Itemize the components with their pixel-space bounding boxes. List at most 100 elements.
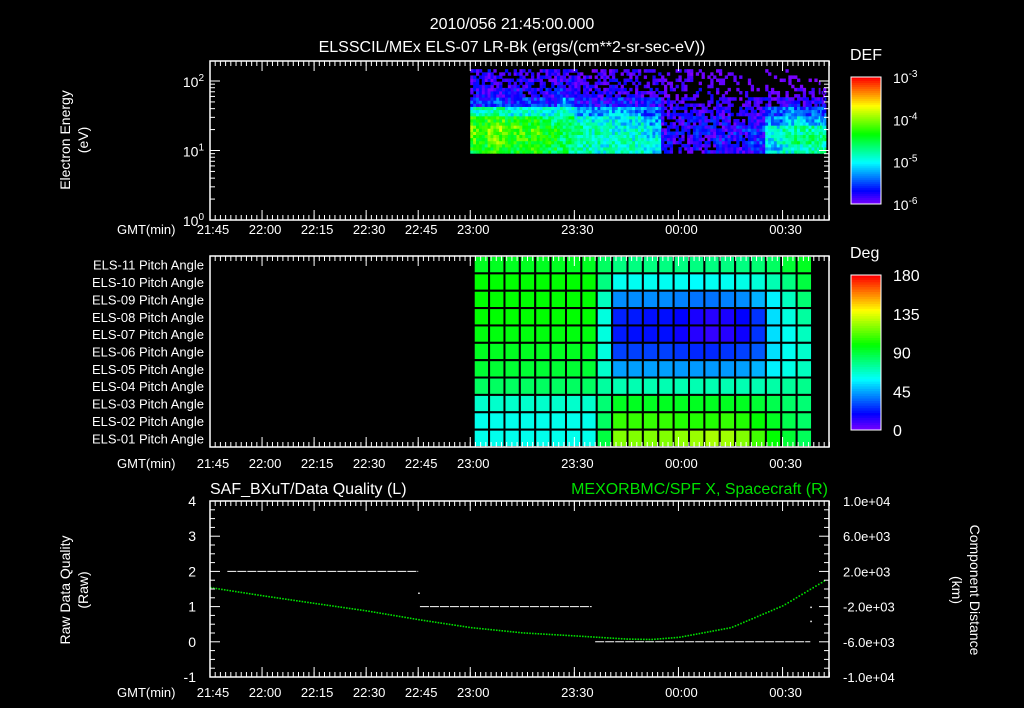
spectrogram-cell: [496, 100, 500, 104]
spectrogram-cell: [646, 109, 650, 114]
spectrogram-cell: [626, 147, 630, 151]
spectrogram-cell: [623, 103, 627, 107]
spectrogram-cell: [779, 128, 783, 132]
spectrogram-cell: [473, 106, 477, 111]
spectrogram-cell: [516, 109, 520, 114]
spectrogram-cell: [818, 140, 821, 145]
spectrogram-cell: [718, 137, 723, 142]
spectrogram-cell: [805, 97, 809, 101]
spectrogram-cell: [528, 87, 532, 92]
spectrogram-cell: [484, 87, 488, 92]
pitch-cell: [657, 307, 675, 327]
spectrogram-cell: [490, 97, 494, 101]
spectrogram-cell: [724, 75, 729, 79]
spectrogram-cell: [487, 72, 491, 76]
spectrogram-cell: [776, 150, 781, 154]
spectrogram-cell: [536, 75, 541, 79]
spectrogram-cell: [788, 112, 792, 117]
spectrogram-cell: [695, 109, 700, 114]
spectrogram-cell: [640, 100, 645, 104]
spectrogram-cell: [681, 143, 685, 148]
pitch-cell: [472, 289, 491, 310]
spectrogram-cell: [545, 72, 549, 76]
spectrogram-cell: [481, 134, 486, 139]
spectrogram-cell: [487, 125, 491, 129]
spectrogram-cell: [640, 125, 645, 129]
spectrogram-cell: [585, 106, 590, 111]
spectrogram-cell: [640, 134, 645, 139]
colorbar-swatch: [851, 182, 881, 185]
spectrogram-cell: [600, 150, 604, 154]
colorbar-swatch: [851, 415, 881, 419]
spectrogram-cell: [568, 84, 572, 89]
spectrogram-cell: [617, 97, 622, 101]
spectrogram-cell: [597, 137, 601, 142]
spectrogram-cell: [594, 100, 598, 104]
spectrogram-cell: [484, 100, 488, 104]
spectrogram-cell: [499, 128, 503, 132]
spectrogram-cell: [768, 94, 772, 98]
spectrogram-cell: [594, 87, 598, 92]
pitch-cell: [641, 341, 660, 362]
spectrogram-cell: [672, 134, 676, 139]
spectrogram-cell: [611, 72, 616, 76]
spectrogram-cell: [643, 137, 648, 142]
spacecraft-x-point: [298, 600, 301, 602]
spectrogram-cell: [765, 125, 769, 129]
spectrogram-cell: [617, 143, 622, 148]
spectrogram-cell: [756, 147, 760, 151]
spectrogram-cell: [640, 122, 645, 126]
spectrogram-cell: [713, 137, 717, 142]
spectrogram-cell: [672, 122, 676, 126]
spectrogram-cell: [620, 134, 624, 139]
spectrogram-cell: [785, 143, 789, 148]
spectrogram-cell: [759, 106, 763, 111]
spectrogram-cell: [678, 119, 682, 123]
spectrogram-cell: [770, 90, 775, 95]
colorbar-swatch: [851, 90, 881, 94]
spectrogram-cell: [776, 100, 781, 104]
spectrogram-cell: [551, 69, 555, 73]
spectrogram-cell: [788, 106, 792, 111]
spectrogram-cell: [779, 134, 783, 139]
spectrogram-cell: [672, 112, 676, 117]
spectrogram-cell: [583, 119, 587, 123]
spectrogram-cell: [797, 128, 801, 132]
spectrogram-cell: [559, 97, 564, 101]
spectrogram-cell: [548, 78, 552, 83]
pitch-cell: [564, 411, 583, 431]
spectrogram-cell: [776, 97, 781, 101]
spectrogram-cell: [736, 150, 740, 154]
pitch-cell: [718, 341, 737, 362]
spectrogram-cell: [707, 119, 711, 123]
spectrogram-cell: [824, 112, 827, 117]
spectrogram-cell: [490, 87, 494, 92]
spectrogram-cell: [603, 128, 607, 132]
spectrogram-cell: [490, 147, 494, 151]
spectrogram-cell: [577, 106, 581, 111]
pitch-cell: [611, 307, 629, 327]
spectrogram-cell: [507, 131, 512, 135]
spectrogram-cell: [776, 122, 781, 126]
spectrogram-cell: [504, 128, 509, 132]
spectrogram-cell: [562, 131, 567, 135]
spectrogram-cell: [606, 100, 610, 104]
spectrogram-cell: [597, 125, 601, 129]
spacecraft-x-point: [304, 601, 306, 603]
spectrogram-cell: [759, 115, 763, 120]
spectrogram-cell: [818, 125, 821, 129]
spacecraft-x-point: [240, 591, 243, 594]
spectrogram-cell: [681, 87, 685, 92]
spectrogram-cell: [785, 106, 789, 111]
spectrogram-cell: [675, 140, 679, 145]
spectrogram-cell: [476, 134, 480, 139]
pitch-row-label: ELS-11 Pitch Angle: [93, 258, 204, 273]
spectrogram-cell: [713, 122, 717, 126]
spectrogram-cell: [470, 100, 474, 104]
spacecraft-x-point: [637, 638, 640, 641]
spectrogram-cell: [476, 69, 480, 73]
spectrogram-cell: [710, 100, 714, 104]
spectrogram-cell: [620, 125, 624, 129]
spectrogram-cell: [791, 125, 795, 129]
